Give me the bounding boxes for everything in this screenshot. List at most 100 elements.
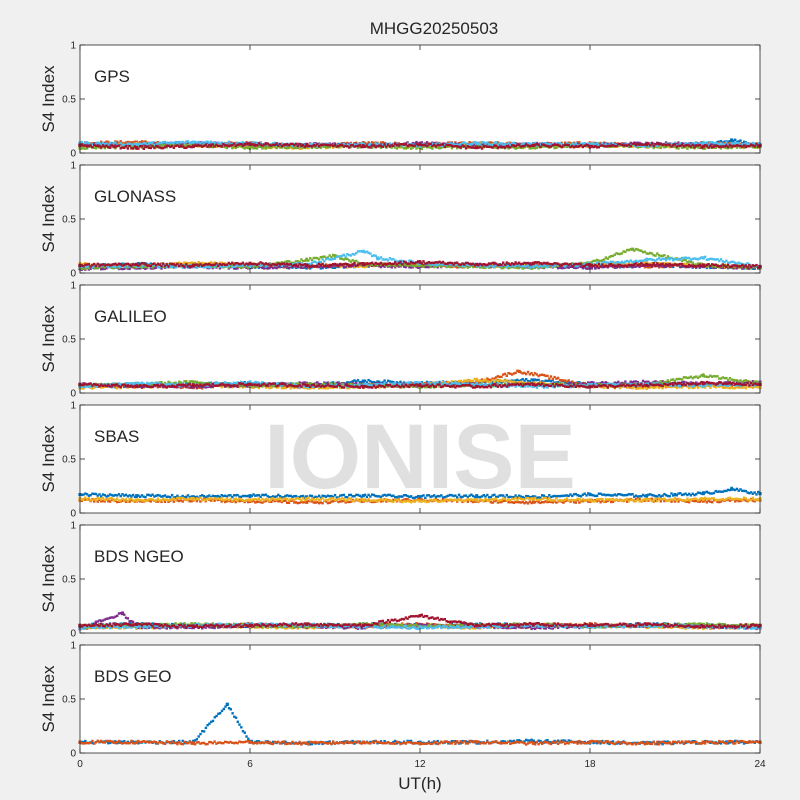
data-point <box>480 147 484 150</box>
data-point <box>183 146 186 149</box>
data-point <box>348 259 351 262</box>
data-point <box>487 141 491 144</box>
data-point <box>365 265 369 268</box>
data-point <box>739 144 742 148</box>
data-point <box>291 261 294 265</box>
data-point <box>277 265 280 268</box>
data-point <box>479 145 482 149</box>
data-point <box>473 143 477 147</box>
data-point <box>427 265 431 269</box>
data-point <box>286 260 289 263</box>
data-point <box>489 143 492 147</box>
data-point <box>154 143 158 146</box>
data-point <box>489 265 492 269</box>
data-point <box>167 144 170 147</box>
data-point <box>139 265 142 268</box>
data-point <box>518 146 521 149</box>
data-point <box>610 264 613 268</box>
data-point <box>509 141 512 144</box>
data-point <box>160 267 163 270</box>
data-point <box>211 266 214 270</box>
data-point <box>415 144 418 148</box>
data-point <box>314 144 317 147</box>
data-point <box>379 265 383 269</box>
data-point <box>146 266 149 269</box>
data-point <box>146 145 149 148</box>
data-point <box>723 142 726 145</box>
data-point <box>578 141 581 144</box>
data-point <box>420 144 423 147</box>
data-point <box>287 260 291 263</box>
data-point <box>266 146 269 149</box>
data-point <box>356 144 360 148</box>
data-point <box>700 141 703 144</box>
data-point <box>394 142 397 146</box>
data-point <box>351 265 354 268</box>
data-point <box>355 145 358 148</box>
data-point <box>287 143 291 147</box>
data-point <box>190 142 193 146</box>
data-point <box>709 266 712 270</box>
data-point <box>123 143 126 146</box>
data-point <box>367 144 370 148</box>
data-point <box>222 142 225 146</box>
data-point <box>284 260 287 264</box>
data-point <box>245 143 248 146</box>
data-point <box>664 144 668 147</box>
data-point <box>595 142 599 145</box>
data-point <box>372 264 376 267</box>
data-point <box>316 145 319 148</box>
data-point <box>512 141 516 145</box>
data-point <box>332 253 335 257</box>
data-point <box>404 147 407 150</box>
data-point <box>101 141 105 145</box>
data-point <box>502 143 505 146</box>
data-point <box>711 266 714 269</box>
data-point <box>241 141 245 144</box>
data-point <box>305 143 309 147</box>
data-point <box>408 144 411 147</box>
data-point <box>211 141 214 145</box>
data-point <box>574 143 577 146</box>
data-point <box>222 145 225 148</box>
data-point <box>664 145 668 149</box>
data-point <box>153 146 156 150</box>
data-point <box>507 147 510 150</box>
data-point <box>291 147 294 150</box>
data-point <box>569 145 572 149</box>
data-point <box>116 140 119 143</box>
data-point <box>525 143 528 146</box>
data-point <box>436 146 439 149</box>
data-point <box>622 265 625 269</box>
data-point <box>105 140 108 143</box>
data-point <box>659 144 662 148</box>
data-point <box>319 143 322 147</box>
data-point <box>698 145 701 148</box>
data-point <box>539 145 542 148</box>
data-point <box>121 146 124 149</box>
data-point <box>594 143 597 146</box>
data-point <box>440 143 443 146</box>
data-point <box>656 263 659 267</box>
data-point <box>110 266 114 270</box>
data-point <box>741 267 744 270</box>
data-point <box>98 263 101 266</box>
data-point <box>673 143 677 146</box>
data-point <box>349 144 353 147</box>
data-point <box>367 141 370 144</box>
data-point <box>298 260 301 264</box>
data-point <box>137 267 140 270</box>
data-point <box>670 145 673 148</box>
data-point <box>650 261 654 265</box>
data-point <box>422 143 425 147</box>
data-point <box>342 258 346 261</box>
data-point <box>415 142 418 146</box>
data-point <box>208 145 211 149</box>
data-point <box>751 267 755 270</box>
data-point <box>388 264 392 267</box>
data-point <box>753 142 756 145</box>
data-point <box>700 143 703 146</box>
data-point <box>645 142 649 146</box>
data-point <box>259 141 262 145</box>
data-point <box>737 144 740 148</box>
